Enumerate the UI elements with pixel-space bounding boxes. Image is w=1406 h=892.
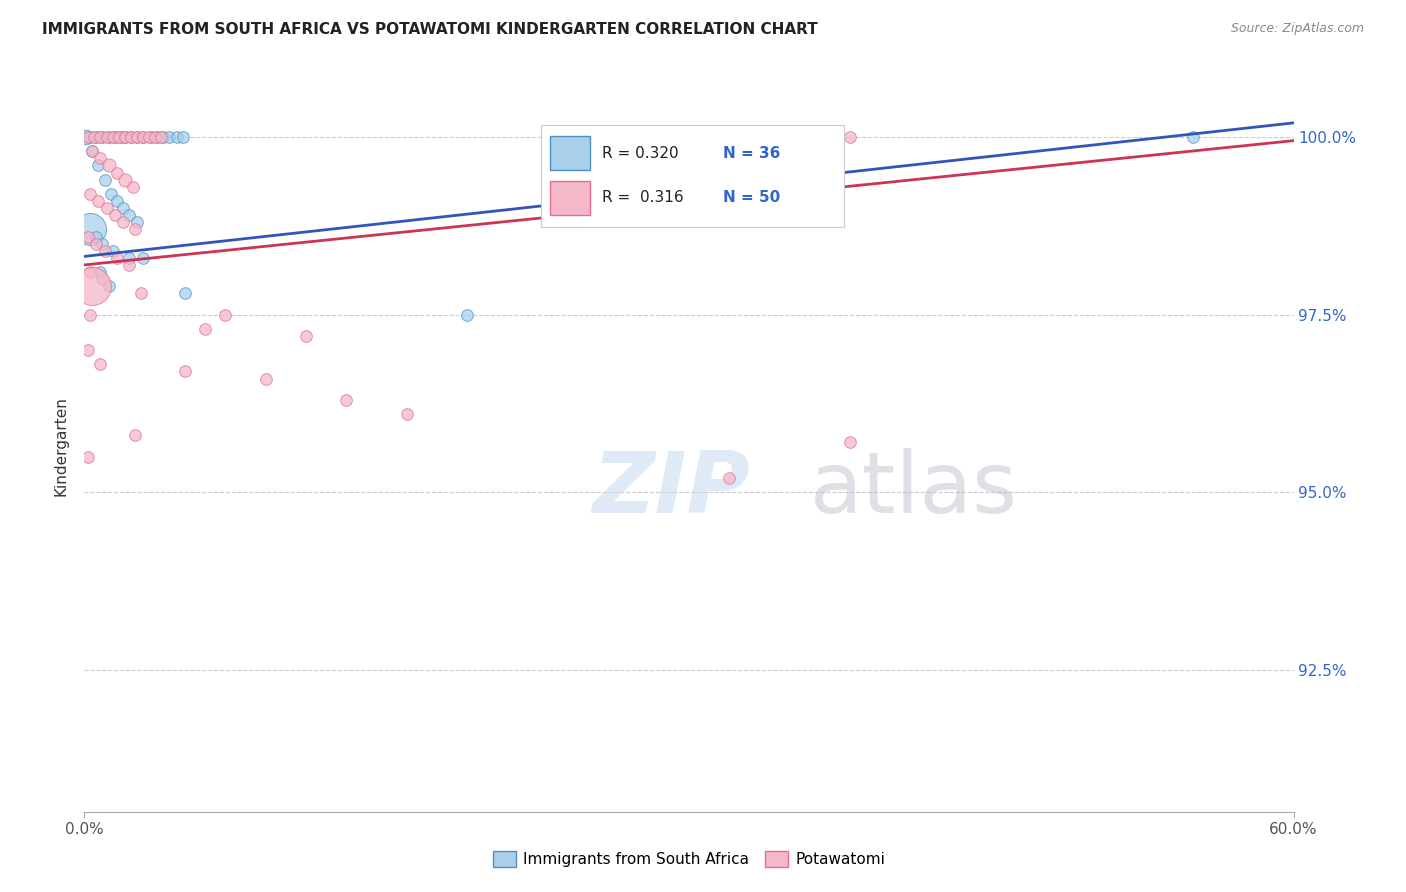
Text: atlas: atlas bbox=[810, 449, 1018, 532]
Point bbox=[114, 172, 136, 186]
Y-axis label: Kindergarten: Kindergarten bbox=[53, 396, 69, 496]
Point bbox=[718, 471, 741, 485]
Point bbox=[97, 279, 120, 293]
Point bbox=[91, 272, 114, 286]
Point bbox=[77, 343, 100, 358]
Text: N = 36: N = 36 bbox=[723, 145, 780, 161]
Point bbox=[89, 130, 111, 145]
Point bbox=[152, 130, 174, 145]
Point bbox=[110, 130, 132, 145]
Text: R = 0.320: R = 0.320 bbox=[602, 145, 678, 161]
Point bbox=[101, 130, 124, 145]
Point bbox=[111, 215, 134, 229]
Point bbox=[91, 130, 114, 145]
Point bbox=[146, 130, 169, 145]
Point bbox=[91, 236, 114, 251]
Point bbox=[86, 130, 108, 145]
Point bbox=[96, 130, 118, 145]
Point bbox=[107, 130, 129, 145]
Legend: Immigrants from South Africa, Potawatomi: Immigrants from South Africa, Potawatomi bbox=[486, 846, 891, 873]
Bar bbox=[550, 136, 589, 170]
Point bbox=[105, 251, 128, 265]
Point bbox=[105, 194, 128, 208]
Point bbox=[132, 130, 155, 145]
Point bbox=[77, 229, 100, 244]
Point bbox=[118, 208, 141, 222]
Text: Source: ZipAtlas.com: Source: ZipAtlas.com bbox=[1230, 22, 1364, 36]
Point bbox=[194, 322, 217, 336]
Point bbox=[77, 450, 100, 464]
Point bbox=[125, 215, 148, 229]
Point bbox=[105, 165, 128, 179]
Point bbox=[82, 145, 104, 159]
Point bbox=[839, 130, 862, 145]
Point bbox=[120, 130, 142, 145]
Point bbox=[121, 179, 143, 194]
Point bbox=[132, 251, 155, 265]
Point bbox=[138, 130, 160, 145]
Point bbox=[124, 222, 146, 236]
Point bbox=[125, 130, 148, 145]
Point bbox=[82, 279, 104, 293]
Point bbox=[89, 152, 111, 166]
Point bbox=[149, 130, 172, 145]
Bar bbox=[550, 181, 589, 215]
Point bbox=[87, 194, 110, 208]
Point bbox=[97, 130, 120, 145]
Point bbox=[120, 130, 142, 145]
Point bbox=[79, 308, 101, 322]
Point bbox=[101, 244, 124, 258]
Point bbox=[89, 357, 111, 371]
Point bbox=[82, 145, 104, 159]
Point bbox=[93, 172, 115, 186]
Text: R =  0.316: R = 0.316 bbox=[602, 190, 683, 205]
Point bbox=[96, 201, 118, 215]
Text: ZIP: ZIP bbox=[592, 449, 749, 532]
Point bbox=[86, 236, 108, 251]
Point bbox=[637, 130, 659, 145]
Point bbox=[77, 130, 100, 145]
Point bbox=[295, 329, 318, 343]
Point bbox=[1181, 130, 1204, 145]
Point bbox=[87, 159, 110, 173]
Point bbox=[111, 201, 134, 215]
Point bbox=[93, 244, 115, 258]
Point bbox=[79, 222, 101, 236]
Point bbox=[157, 130, 180, 145]
Point bbox=[254, 371, 277, 385]
Point bbox=[118, 251, 141, 265]
Point bbox=[143, 130, 166, 145]
Point bbox=[335, 392, 357, 407]
Point bbox=[114, 130, 136, 145]
Point bbox=[129, 286, 152, 301]
Point bbox=[139, 130, 162, 145]
Text: N = 50: N = 50 bbox=[723, 190, 780, 205]
Point bbox=[79, 130, 101, 145]
Point bbox=[86, 229, 108, 244]
Point bbox=[89, 265, 111, 279]
Point bbox=[174, 286, 197, 301]
Point bbox=[456, 308, 478, 322]
Point bbox=[124, 428, 146, 442]
Point bbox=[132, 130, 155, 145]
Point bbox=[395, 407, 418, 421]
Point bbox=[100, 186, 122, 201]
Point bbox=[172, 130, 194, 145]
Point bbox=[166, 130, 188, 145]
Point bbox=[214, 308, 236, 322]
Point bbox=[79, 186, 101, 201]
Text: IMMIGRANTS FROM SOUTH AFRICA VS POTAWATOMI KINDERGARTEN CORRELATION CHART: IMMIGRANTS FROM SOUTH AFRICA VS POTAWATO… bbox=[42, 22, 818, 37]
Point bbox=[104, 130, 127, 145]
Point bbox=[83, 130, 105, 145]
Point bbox=[79, 265, 101, 279]
Point bbox=[125, 130, 148, 145]
Point bbox=[174, 364, 197, 378]
Point bbox=[118, 258, 141, 272]
Point bbox=[114, 130, 136, 145]
Point bbox=[104, 208, 127, 222]
Point bbox=[75, 130, 97, 145]
Point bbox=[839, 435, 862, 450]
Point bbox=[97, 159, 120, 173]
